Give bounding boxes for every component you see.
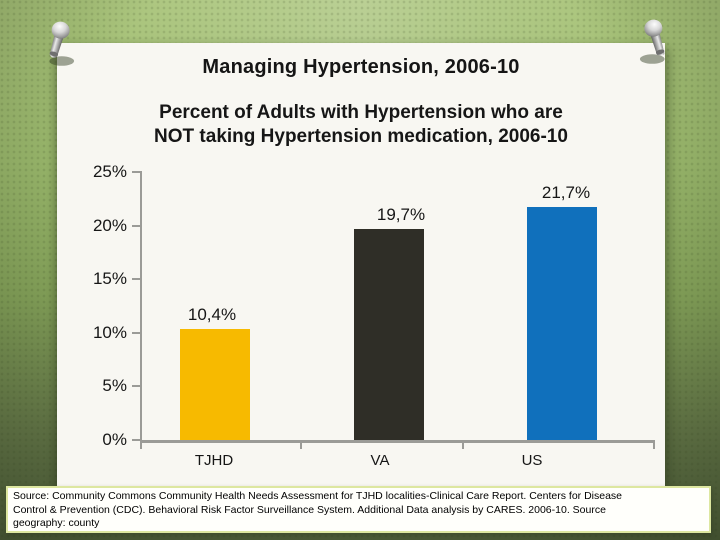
- x-axis-category-label: US: [521, 452, 543, 469]
- x-axis-category-label: VA: [370, 452, 390, 469]
- y-axis-tick-label: 20%: [92, 215, 127, 235]
- source-line-2: Control & Prevention (CDC). Behavioral R…: [13, 503, 606, 516]
- y-axis-tick: [132, 171, 140, 173]
- x-axis-tick: [300, 443, 302, 449]
- slide-title: Managing Hypertension, 2006-10: [202, 56, 520, 78]
- x-axis-tick: [462, 443, 464, 449]
- source-line-1: Source: Community Commons Community Heal…: [13, 490, 623, 502]
- x-axis-tick: [140, 443, 142, 449]
- bar-value-label: 19,7%: [376, 204, 426, 224]
- y-axis-line: [140, 171, 142, 442]
- bar-va: [354, 228, 424, 440]
- y-axis-tick: [132, 439, 140, 441]
- y-axis-tick-label: 15%: [92, 269, 127, 289]
- chart-title: Percent of Adults with Hypertension who …: [57, 101, 665, 149]
- chart-title-line-2: NOT taking Hypertension medication, 2006…: [154, 126, 568, 147]
- y-axis-tick: [132, 278, 140, 281]
- y-axis-tick-label: 25%: [92, 162, 127, 181]
- pushpin-icon-svg: [49, 21, 75, 66]
- bar-us: [527, 207, 597, 440]
- bar-value-label: 10,4%: [187, 304, 237, 324]
- pushpin-icon: [638, 16, 676, 66]
- y-axis-tick-label: 5%: [102, 376, 127, 396]
- x-axis-category-label: TJHD: [194, 452, 234, 469]
- y-axis-tick: [132, 331, 140, 334]
- bar-value-label: 21,7%: [541, 183, 591, 203]
- y-axis-tick: [132, 385, 140, 388]
- bar-tjhd: [180, 328, 250, 440]
- x-axis-tick: [653, 443, 655, 449]
- x-axis-line: [140, 440, 655, 443]
- y-axis-tick-label: 10%: [92, 322, 127, 342]
- y-axis-tick-label: 0%: [102, 430, 127, 449]
- pushpin-icon: [38, 18, 76, 68]
- chart-title-line-1: Percent of Adults with Hypertension who …: [159, 102, 563, 123]
- pushpin-icon-svg: [639, 19, 665, 64]
- source-note-box: Source: Community Commons Community Heal…: [6, 486, 711, 533]
- source-line-3: geography: county: [13, 517, 100, 529]
- y-axis-tick: [132, 224, 140, 227]
